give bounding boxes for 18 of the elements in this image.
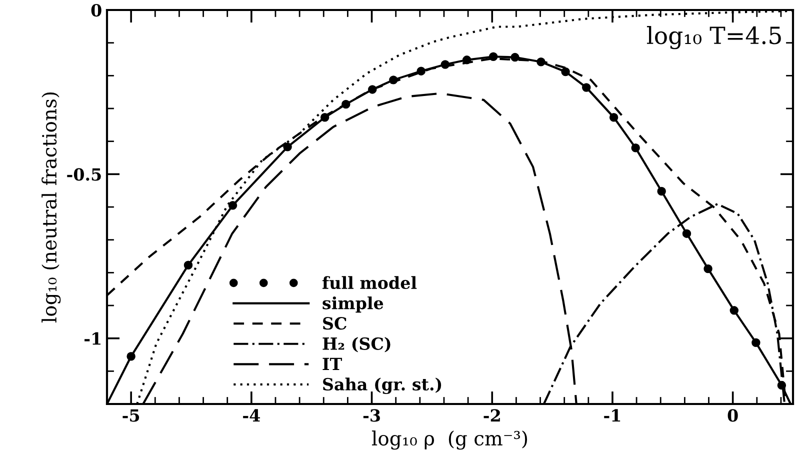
- x-tick-label: -1: [604, 409, 620, 422]
- y-axis-title: log₁₀ (neutral fractions): [42, 92, 61, 323]
- legend-label: full model: [322, 276, 417, 290]
- y-tick-label: 0: [91, 4, 102, 17]
- y-tick-label: -0.5: [67, 168, 101, 181]
- legend-label: Saha (gr. st.): [323, 378, 442, 394]
- x-tick-label: -3: [363, 409, 380, 422]
- annotation: log₁₀ T=4.5: [646, 26, 781, 50]
- x-tick-label: -2: [484, 409, 500, 422]
- legend-label: H₂ (SC): [322, 337, 390, 352]
- x-tick-label: 0: [728, 409, 738, 422]
- x-tick-label: -4: [243, 409, 260, 422]
- x-tick-label: -5: [122, 409, 140, 422]
- legend-label: SC: [323, 317, 346, 330]
- x-axis-title: log₁₀ ρ (g cm⁻³): [372, 430, 528, 450]
- legend-label: simple: [322, 296, 384, 313]
- y-tick-label: -1: [84, 332, 100, 345]
- legend-label: IT: [322, 358, 342, 370]
